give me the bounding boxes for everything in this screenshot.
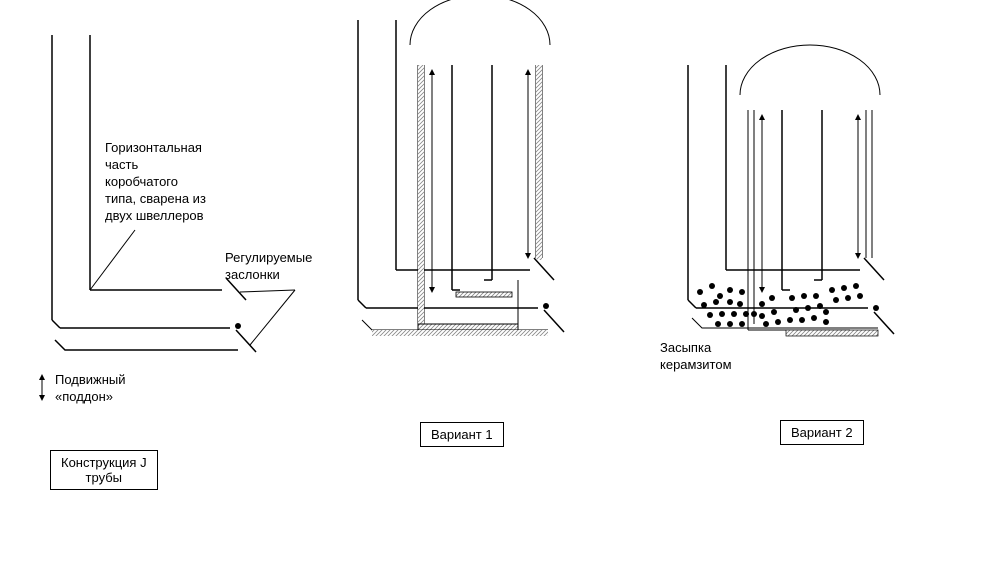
label-construction: Конструкция Jтрубы [50, 450, 158, 490]
annot-movable-tray: Подвижный«поддон» [55, 372, 126, 406]
label-variant2: Вариант 2 [780, 420, 864, 445]
panel-middle [358, 0, 564, 336]
annot-adjustable-dampers: Регулируемыезаслонки [225, 250, 312, 284]
annot-keramzit: Засыпкакерамзитом [660, 340, 732, 374]
panel-right [688, 45, 894, 336]
label-variant1: Вариант 1 [420, 422, 504, 447]
annot-horizontal-part: Горизонтальнаячастькоробчатоготипа, свар… [105, 140, 206, 224]
keramzit-fill [697, 283, 863, 327]
